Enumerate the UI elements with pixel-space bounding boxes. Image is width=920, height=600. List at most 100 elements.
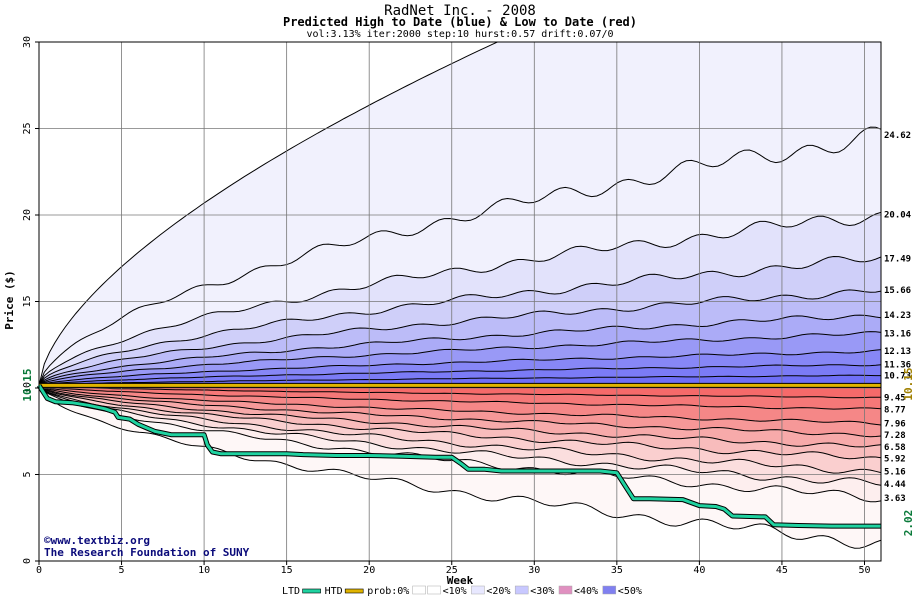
axes: 0 5 10 15 20 25 30 35 40 45 50 0 5 10 15 20 25 30	[22, 36, 882, 576]
chart-subtitle: Predicted High to Date (blue) & Low to D…	[283, 15, 637, 29]
legend-label: prob:0%	[367, 586, 409, 597]
probability-bands	[39, 42, 881, 549]
end-value-label: 7.28	[884, 431, 906, 441]
upper-band	[39, 289, 881, 386]
y-tick-label: 30	[22, 36, 33, 48]
upper-band	[39, 315, 881, 386]
percentile-line	[39, 384, 881, 426]
percentile-line	[39, 384, 881, 399]
x-tick-label: 0	[36, 565, 42, 576]
lower-band	[39, 385, 881, 502]
percentile-line	[39, 384, 881, 410]
ltd-line	[37, 384, 881, 528]
lower-band	[39, 385, 881, 486]
legend-label: HTD	[325, 586, 343, 597]
percentile-line	[39, 384, 881, 448]
legend-swatch	[427, 585, 441, 595]
legend-swatch	[514, 585, 529, 595]
series-layer	[36, 382, 881, 529]
lower-band	[39, 385, 881, 474]
chart-params: vol:3.13% iter:2000 step:10 hurst:0.57 d…	[306, 29, 613, 40]
legend-label: LTD	[282, 586, 300, 597]
x-axis-label: Week	[447, 574, 474, 587]
percentile-line	[39, 255, 881, 386]
end-value-label: 12.13	[884, 347, 911, 357]
end-value-label: 5.16	[884, 468, 906, 478]
percentile-line	[39, 385, 881, 549]
legend-swatch	[558, 585, 573, 595]
upper-band	[39, 349, 881, 386]
end-value-label: 24.62	[884, 131, 911, 141]
end-value-label: 11.36	[884, 360, 911, 370]
end-value-label: 20.04	[884, 210, 912, 220]
lower-band	[39, 385, 881, 425]
chart-title: RadNet Inc. - 2008	[384, 3, 536, 19]
y-tick-label: 5	[22, 471, 33, 477]
current-price-label: 10.15	[902, 367, 915, 400]
x-tick-label: 40	[693, 565, 705, 576]
percentile-line	[39, 42, 499, 386]
lower-band	[39, 385, 881, 549]
end-value-label: 9.45	[884, 394, 906, 404]
end-value-label: 6.58	[884, 443, 906, 453]
y-tick-label: 10	[22, 382, 33, 394]
end-value-label: 8.77	[884, 405, 906, 415]
upper-band	[39, 42, 881, 386]
x-tick-label: 15	[281, 565, 293, 576]
end-value-label: 3.63	[884, 494, 906, 504]
lower-band	[39, 385, 881, 459]
legend-label: <40%	[574, 586, 598, 597]
lower-band	[39, 385, 881, 437]
start-price-label: 10.15	[21, 368, 34, 401]
percentile-line	[39, 211, 881, 386]
percentile-line	[39, 364, 881, 386]
credit-foundation: The Research Foundation of SUNY	[44, 546, 250, 559]
end-value-label: 15.66	[884, 286, 911, 296]
y-tick-label: 20	[22, 209, 33, 221]
y-tick-label: 0	[22, 558, 33, 564]
percentile-line	[39, 385, 881, 503]
x-tick-label: 20	[363, 565, 375, 576]
percentile-line	[39, 314, 881, 386]
percentile-line	[39, 374, 881, 386]
upper-band	[39, 127, 881, 386]
end-value-label: 5.92	[884, 455, 906, 465]
legend-swatch	[344, 588, 364, 594]
percentile-line	[39, 349, 881, 386]
legend-label: <20%	[486, 586, 510, 597]
y-axis-label: Price ($)	[3, 270, 16, 330]
legend-swatch	[302, 588, 321, 594]
credit-site: ©www.textbiz.org	[44, 534, 150, 547]
end-value-label: 4.44	[884, 480, 906, 490]
end-value-label: 13.16	[884, 329, 911, 339]
legend-label: <50%	[618, 586, 642, 597]
percentile-line	[39, 385, 881, 474]
end-value-label: 10.73	[884, 371, 911, 381]
lower-band	[39, 385, 881, 398]
x-tick-label: 5	[119, 565, 125, 576]
x-tick-label: 45	[776, 565, 788, 576]
lower-band	[39, 385, 881, 447]
y-tick-label: 25	[22, 122, 33, 134]
x-tick-label: 35	[611, 565, 623, 576]
x-tick-label: 25	[446, 565, 458, 576]
end-value-label: 17.49	[884, 254, 911, 264]
ltd-end-label: 2.02	[902, 510, 915, 537]
legend-swatch	[471, 585, 485, 595]
y-tick-label: 15	[22, 295, 33, 307]
x-tick-label: 50	[858, 565, 870, 576]
right-labels: 24.62 20.04 17.49 15.66 14.23 13.16 12.13 11.36…	[884, 131, 912, 504]
upper-band	[39, 331, 881, 386]
upper-band	[39, 256, 881, 386]
legend-label: <30%	[530, 586, 554, 597]
plot-area	[39, 42, 881, 561]
percentile-line	[39, 385, 881, 460]
upper-band	[39, 212, 881, 386]
legend-label: <10%	[443, 586, 467, 597]
percentile-line	[39, 289, 881, 386]
percentile-line	[39, 331, 881, 386]
legend-swatch	[602, 585, 617, 595]
upper-band	[39, 375, 881, 386]
end-value-label: 14.23	[884, 311, 911, 321]
